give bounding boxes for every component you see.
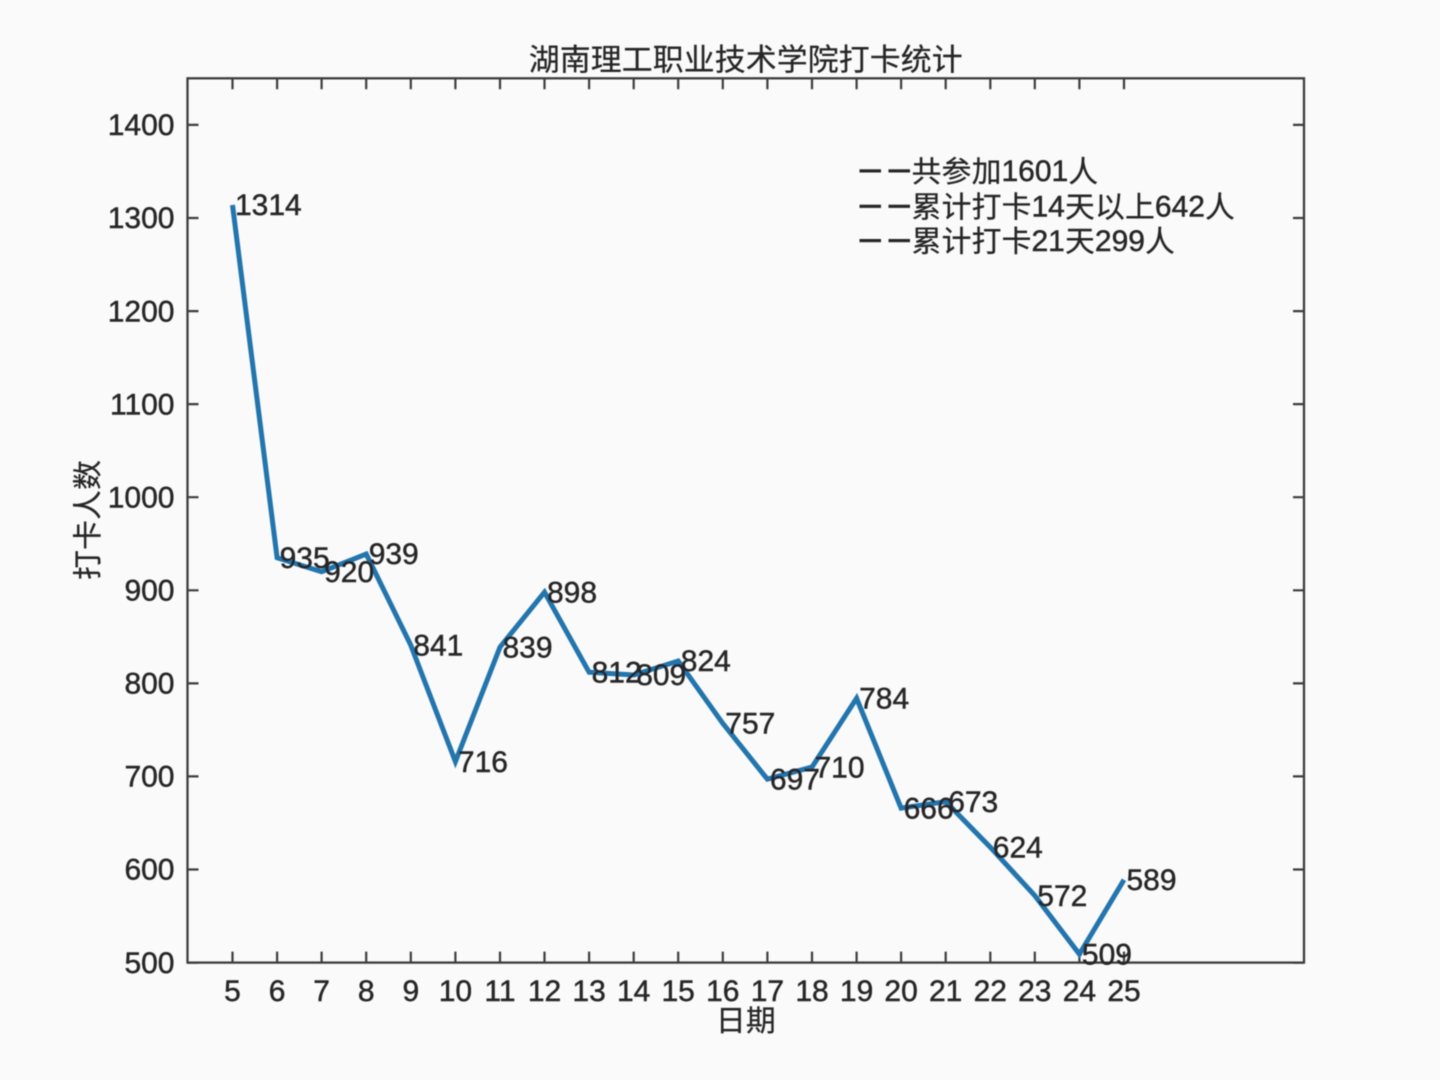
svg-text:898: 898 xyxy=(547,576,597,609)
svg-text:12: 12 xyxy=(528,975,561,1008)
svg-text:757: 757 xyxy=(725,708,775,741)
svg-text:673: 673 xyxy=(948,786,998,819)
svg-text:14: 14 xyxy=(617,975,650,1008)
svg-text:800: 800 xyxy=(124,668,174,701)
svg-text:11: 11 xyxy=(484,975,515,1008)
svg-text:18: 18 xyxy=(795,975,828,1008)
svg-text:6: 6 xyxy=(269,975,286,1008)
svg-text:600: 600 xyxy=(124,854,174,887)
svg-text:939: 939 xyxy=(369,538,419,571)
svg-text:935: 935 xyxy=(280,542,330,575)
svg-text:8: 8 xyxy=(358,975,375,1008)
svg-text:666: 666 xyxy=(904,792,954,825)
svg-text:589: 589 xyxy=(1127,864,1177,897)
svg-text:15: 15 xyxy=(662,975,695,1008)
svg-text:812: 812 xyxy=(592,656,642,689)
svg-text:25: 25 xyxy=(1107,975,1140,1008)
svg-text:920: 920 xyxy=(324,556,374,589)
svg-text:7: 7 xyxy=(313,975,330,1008)
svg-text:9: 9 xyxy=(402,975,419,1008)
svg-text:20: 20 xyxy=(884,975,917,1008)
svg-text:14: 14 xyxy=(1032,191,1065,224)
svg-text:299: 299 xyxy=(1095,225,1145,258)
svg-text:841: 841 xyxy=(413,629,463,662)
svg-text:10: 10 xyxy=(439,975,472,1008)
svg-text:1200: 1200 xyxy=(108,295,175,328)
svg-text:1314: 1314 xyxy=(235,189,302,222)
svg-text:710: 710 xyxy=(815,751,865,784)
svg-text:1000: 1000 xyxy=(108,481,175,514)
svg-text:13: 13 xyxy=(572,975,605,1008)
svg-text:22: 22 xyxy=(974,975,1007,1008)
svg-text:1601: 1601 xyxy=(1002,155,1069,188)
svg-text:784: 784 xyxy=(859,683,909,716)
svg-text:19: 19 xyxy=(840,975,873,1008)
svg-text:809: 809 xyxy=(636,659,686,692)
svg-text:642: 642 xyxy=(1155,191,1205,224)
svg-text:900: 900 xyxy=(124,575,174,608)
svg-text:697: 697 xyxy=(770,763,820,796)
svg-text:21: 21 xyxy=(929,975,962,1008)
svg-text:23: 23 xyxy=(1018,975,1051,1008)
svg-text:500: 500 xyxy=(124,947,174,980)
svg-text:716: 716 xyxy=(458,746,508,779)
svg-text:824: 824 xyxy=(681,645,731,678)
svg-text:17: 17 xyxy=(751,975,784,1008)
svg-text:24: 24 xyxy=(1063,975,1096,1008)
svg-text:700: 700 xyxy=(124,761,174,794)
svg-text:1300: 1300 xyxy=(108,202,175,235)
svg-text:509: 509 xyxy=(1082,938,1132,971)
svg-text:5: 5 xyxy=(224,975,241,1008)
svg-text:624: 624 xyxy=(993,831,1043,864)
svg-text:839: 839 xyxy=(503,631,553,664)
svg-text:21: 21 xyxy=(1032,225,1065,258)
svg-text:1400: 1400 xyxy=(108,109,175,142)
svg-text:16: 16 xyxy=(706,975,739,1008)
svg-text:1100: 1100 xyxy=(110,388,175,421)
svg-text:572: 572 xyxy=(1037,880,1087,913)
